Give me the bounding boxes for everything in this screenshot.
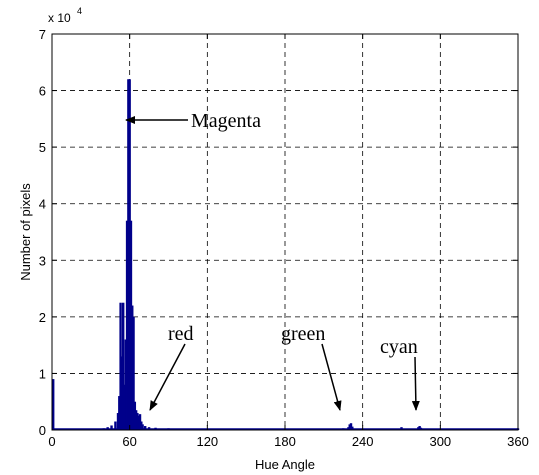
histogram-bar — [137, 415, 140, 430]
histogram-bar — [114, 421, 117, 430]
x-axis-label: Hue Angle — [255, 457, 315, 472]
y-tick-label: 2 — [39, 310, 46, 325]
histogram-bar — [52, 379, 55, 430]
histogram-bar — [133, 401, 137, 430]
histogram-bar — [123, 384, 126, 430]
histogram-bar — [128, 79, 131, 430]
y-tick-label: 7 — [39, 27, 46, 42]
histogram-bar — [131, 305, 134, 430]
y-tick-label: 0 — [39, 423, 46, 438]
histogram-bar — [125, 220, 129, 430]
green-annotation: green — [281, 323, 325, 345]
histogram-bar — [118, 396, 121, 430]
histogram-bar — [144, 426, 147, 430]
histogram-bar — [134, 410, 138, 430]
histogram-bar — [140, 421, 143, 430]
y-axis-label: Number of pixels — [18, 183, 33, 281]
histogram-bar — [141, 424, 144, 430]
histogram-bar — [121, 302, 125, 430]
x-tick-label: 240 — [352, 434, 374, 449]
cyan-annotation: cyan — [380, 336, 418, 358]
y-tick-label: 1 — [39, 366, 46, 381]
green-arrow — [321, 343, 342, 411]
histogram-bar — [119, 302, 122, 430]
y-tick-label: 5 — [39, 140, 46, 155]
histogram-bar — [120, 356, 124, 430]
y-tick-label: 3 — [39, 253, 46, 268]
histogram-bar — [110, 425, 113, 430]
histogram-bar — [116, 413, 120, 430]
histogram-bar — [124, 339, 127, 430]
histogram-bar — [348, 424, 351, 430]
histogram-bar — [349, 423, 353, 430]
x-tick-label: 300 — [429, 434, 451, 449]
x-tick-label: 360 — [507, 434, 529, 449]
magenta-annotation: Magenta — [191, 110, 261, 132]
histogram-bar — [138, 414, 142, 430]
histogram-bar — [418, 426, 421, 430]
red-annotation: red — [168, 323, 194, 345]
axis-ticks: 0 60 120 180 240 300 360 0 1 2 3 4 5 6 7 — [39, 27, 529, 449]
histogram-bar — [129, 220, 133, 430]
y-exponent-base: x 10 — [48, 11, 71, 25]
y-exponent-power: 4 — [77, 6, 82, 16]
histogram-bar — [127, 79, 130, 430]
x-tick-label: 120 — [196, 434, 218, 449]
x-tick-label: 60 — [122, 434, 136, 449]
x-tick-label: 0 — [48, 434, 55, 449]
x-tick-label: 180 — [274, 434, 296, 449]
red-arrow — [149, 343, 186, 411]
histogram-bar — [132, 316, 135, 430]
histogram-bar — [136, 413, 139, 430]
cyan-arrow — [411, 356, 420, 411]
y-tick-label: 4 — [39, 197, 46, 212]
y-tick-label: 6 — [39, 84, 46, 99]
